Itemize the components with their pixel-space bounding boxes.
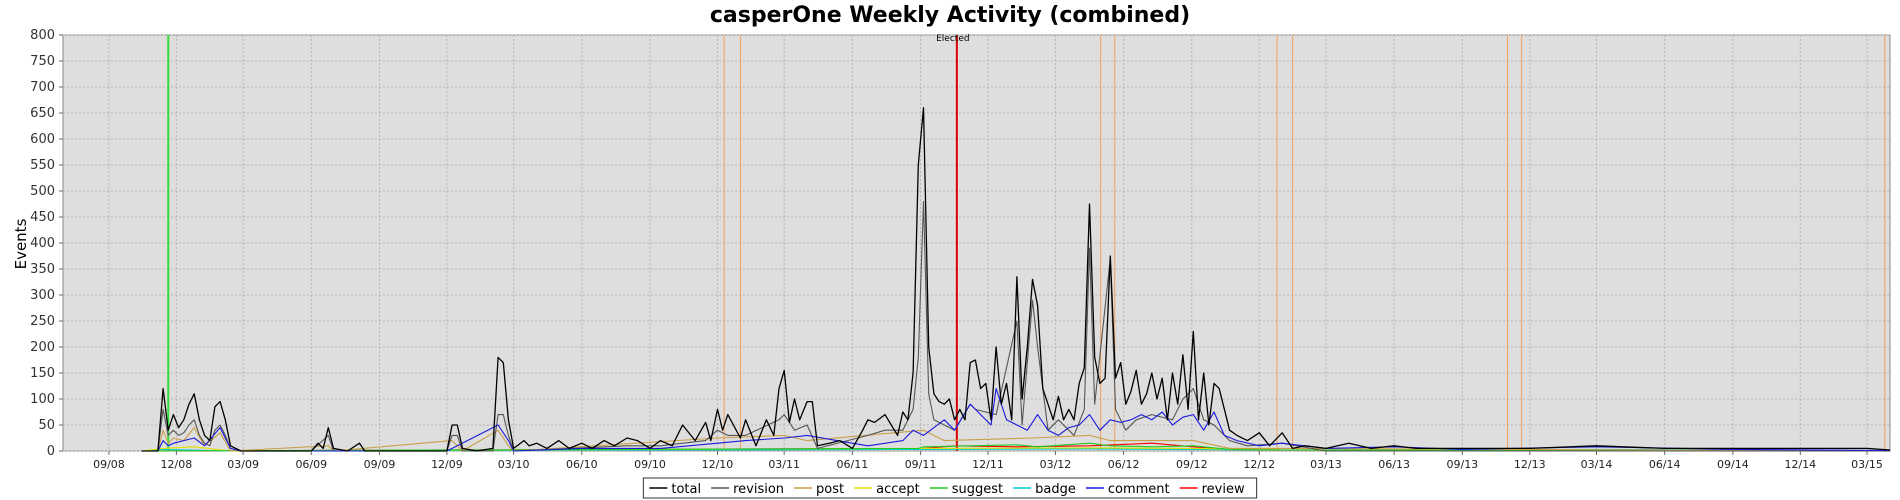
x-tick-label: 09/09 (364, 458, 396, 471)
x-tick-label: 06/11 (837, 458, 869, 471)
x-tick-label: 12/08 (161, 458, 193, 471)
legend-label-post: post (816, 482, 844, 497)
y-tick-label: 500 (30, 184, 55, 199)
x-tick-label: 06/13 (1378, 458, 1410, 471)
y-tick-label: 550 (30, 158, 55, 173)
y-tick-label: 0 (47, 444, 55, 459)
series-line-total (141, 107, 1891, 452)
x-tick-label: 03/14 (1581, 458, 1613, 471)
x-tick-label: 03/12 (1040, 458, 1072, 471)
x-tick-label: 09/12 (1176, 458, 1208, 471)
legend-label-comment: comment (1108, 482, 1170, 497)
y-tick-label: 150 (30, 366, 55, 381)
x-tick-label: 12/14 (1784, 458, 1816, 471)
y-tick-label: 750 (30, 54, 55, 69)
series-line-suggest (141, 442, 1891, 452)
legend-label-suggest: suggest (952, 482, 1003, 497)
legend-label-accept: accept (876, 482, 920, 497)
x-tick-label: 06/12 (1108, 458, 1140, 471)
x-tick-label: 09/10 (634, 458, 666, 471)
x-tick-label: 03/13 (1310, 458, 1342, 471)
legend-label-total: total (671, 482, 701, 497)
chart-title: casperOne Weekly Activity (combined) (710, 3, 1190, 28)
y-tick-label: 300 (30, 288, 55, 303)
x-tick-label: 09/13 (1446, 458, 1478, 471)
x-tick-label: 12/12 (1243, 458, 1275, 471)
y-tick-label: 800 (30, 28, 55, 43)
y-axis-label: Events (12, 218, 30, 269)
series-layer (141, 107, 1891, 452)
x-tick-label: 12/13 (1514, 458, 1546, 471)
y-tick-label: 450 (30, 210, 55, 225)
x-tick-label: 09/14 (1717, 458, 1749, 471)
y-tick-label: 650 (30, 106, 55, 121)
series-line-post (141, 427, 1891, 452)
x-tick-label: 12/10 (702, 458, 734, 471)
milestone-marker-label: Elected (936, 34, 969, 44)
x-tick-label: 12/11 (972, 458, 1004, 471)
marker-layer: Elected (167, 34, 1886, 451)
legend: total revision post accept suggest badge comme… (642, 477, 1258, 499)
legend-label-revision: revision (733, 482, 784, 497)
y-tick-label: 100 (30, 392, 55, 407)
x-tick-label: 06/10 (566, 458, 598, 471)
x-tick-label: 09/11 (905, 458, 937, 471)
x-tick-label: 03/09 (227, 458, 259, 471)
y-axis: 0 50 100 150 200 250 300 350 400 450 500 550 600 650 7… (30, 28, 63, 459)
y-tick-label: 50 (38, 418, 55, 433)
y-tick-label: 700 (30, 80, 55, 95)
x-tick-label: 03/11 (768, 458, 800, 471)
y-tick-label: 600 (30, 132, 55, 147)
legend-box (642, 477, 1258, 499)
x-tick-label: 09/08 (93, 458, 125, 471)
x-tick-label: 06/14 (1649, 458, 1681, 471)
y-tick-label: 400 (30, 236, 55, 251)
legend-label-badge: badge (1035, 482, 1076, 497)
x-tick-label: 06/09 (295, 458, 327, 471)
y-tick-label: 250 (30, 314, 55, 329)
x-tick-label: 03/10 (498, 458, 530, 471)
x-axis: 09/08 12/08 03/09 06/09 09/09 12/09 03/10 06/10… (93, 451, 1883, 471)
x-tick-label: 12/09 (431, 458, 463, 471)
x-tick-label: 03/15 (1851, 458, 1883, 471)
grid-layer (63, 34, 1890, 452)
y-tick-label: 200 (30, 340, 55, 355)
y-tick-label: 350 (30, 262, 55, 277)
legend-label-review: review (1202, 482, 1245, 497)
